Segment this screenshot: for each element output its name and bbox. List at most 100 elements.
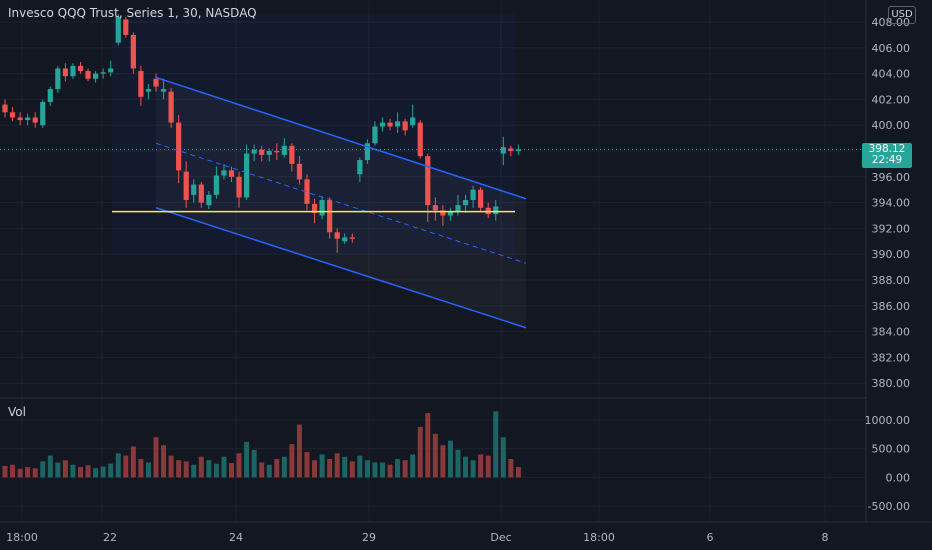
candle-body — [130, 34, 136, 69]
volume-bar — [425, 413, 431, 478]
candle-body — [108, 68, 114, 73]
price-axis[interactable]: 408.00406.00404.00402.00400.00398.00396.… — [872, 16, 911, 390]
volume-bar — [213, 463, 219, 478]
candle — [372, 121, 378, 146]
volume-bar — [25, 467, 31, 478]
candle-body — [244, 153, 250, 198]
candle — [251, 144, 257, 162]
candle — [77, 61, 84, 74]
candle-body — [334, 232, 340, 239]
price-tick-label: 394.00 — [872, 197, 911, 210]
candle-body — [289, 145, 295, 164]
candle-body — [357, 160, 363, 175]
price-tick-label: 402.00 — [872, 93, 911, 106]
candle-body — [77, 65, 84, 72]
candle — [221, 163, 227, 180]
volume-bar — [183, 461, 189, 478]
time-tick-label: 18:00 — [6, 531, 38, 544]
candle-body — [462, 200, 469, 206]
candle-body — [153, 78, 159, 87]
bar-countdown: 22:49 — [871, 154, 903, 166]
volume-bar — [447, 440, 453, 478]
volume-bar — [387, 464, 393, 478]
candle — [25, 113, 31, 126]
currency-badge[interactable]: USD — [888, 6, 916, 24]
candle — [2, 99, 8, 118]
candle — [447, 207, 454, 221]
drawings[interactable] — [0, 76, 866, 329]
volume-bar — [2, 465, 8, 478]
candle — [470, 185, 476, 208]
volume-bar — [455, 449, 461, 478]
volume-bar — [274, 459, 280, 478]
candle-body — [176, 122, 182, 171]
volume-bar — [70, 464, 76, 478]
candle-body — [349, 237, 355, 239]
volume-bar — [327, 459, 333, 478]
volume-axis[interactable]: 1000.00 500.00 0.00 -500.00 — [865, 414, 911, 513]
candle-body — [62, 68, 68, 77]
candle — [17, 112, 23, 126]
candle-body — [251, 149, 257, 154]
volume-bar — [410, 454, 416, 478]
candles — [2, 14, 521, 253]
candle-body — [478, 189, 484, 208]
candle — [334, 228, 340, 253]
time-tick-label: 8 — [822, 531, 829, 544]
volume-bar — [440, 445, 446, 478]
time-axis[interactable]: 18:00 22 24 29 Dec 18:00 6 8 — [6, 531, 828, 544]
candle-body — [123, 19, 129, 35]
price-tick-label: 390.00 — [872, 248, 911, 261]
candle — [493, 200, 499, 221]
volume-bar — [17, 468, 23, 478]
candle-body — [93, 73, 99, 79]
candle — [515, 144, 521, 155]
candle — [236, 171, 242, 208]
candle-body — [40, 101, 46, 126]
volume-bar — [470, 460, 476, 478]
candle-body — [417, 122, 423, 157]
volume-bar — [32, 468, 38, 478]
candle — [500, 136, 506, 166]
candle — [259, 145, 265, 162]
candle — [213, 166, 219, 199]
candle-body — [387, 122, 393, 127]
time-tick-label: 29 — [362, 531, 376, 544]
candle — [123, 16, 129, 38]
candle-body — [372, 126, 378, 144]
candle — [304, 174, 310, 211]
channel-median-line — [155, 142, 527, 264]
candle — [281, 138, 287, 158]
volume-bar — [304, 452, 310, 478]
volume-bar — [515, 467, 521, 478]
candle-body — [425, 156, 431, 206]
candle-body — [493, 206, 499, 215]
symbol-title[interactable]: Invesco QQQ Trust, Series 1, 30, NASDAQ — [8, 6, 257, 20]
candle — [296, 156, 303, 185]
time-tick-label: Dec — [490, 531, 511, 544]
candle — [395, 112, 401, 133]
volume-bar — [40, 461, 46, 478]
volume-bar — [251, 449, 257, 478]
candle-body — [432, 205, 438, 211]
channel-lower-line — [155, 207, 527, 329]
candle-body — [221, 170, 227, 176]
candle — [425, 153, 431, 222]
candle-body — [319, 200, 325, 216]
candle — [32, 112, 38, 128]
candle — [357, 157, 363, 182]
candle — [508, 145, 514, 157]
price-tick-label: 382.00 — [872, 351, 911, 364]
candle-body — [70, 65, 76, 77]
volume-bar — [176, 460, 182, 478]
volume-bar — [47, 455, 53, 478]
candle-body — [47, 89, 53, 102]
candle — [108, 60, 114, 77]
volume-indicator-label[interactable]: Vol — [8, 405, 26, 419]
volume-bar — [312, 460, 318, 478]
candle-body — [304, 179, 310, 204]
candle — [55, 65, 61, 93]
volume-bar — [296, 424, 302, 478]
candle — [183, 161, 189, 208]
